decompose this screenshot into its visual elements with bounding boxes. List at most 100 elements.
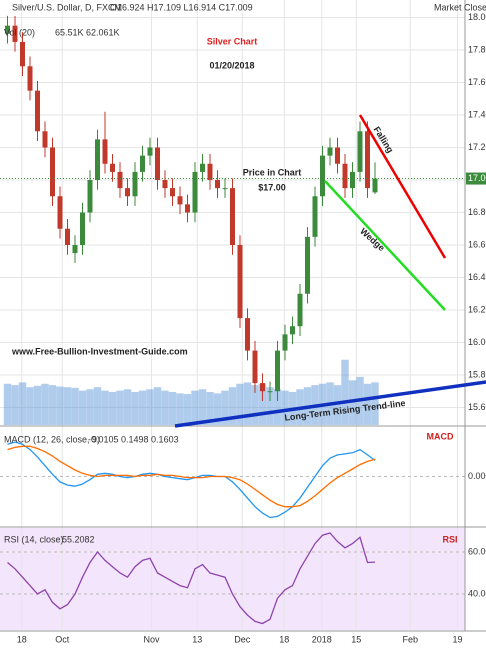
- macd-legend: MACD (12, 26, close, 9): [4, 434, 100, 444]
- candle-body: [192, 171, 198, 213]
- candle-body: [245, 318, 250, 351]
- candle-body: [290, 326, 295, 335]
- volume-bar: [228, 387, 237, 425]
- volume-bar: [281, 390, 289, 425]
- candle-body: [57, 196, 63, 229]
- candle-body: [65, 228, 70, 245]
- volume-bar: [93, 387, 102, 425]
- falling-line: [358, 114, 447, 259]
- volume-bar: [18, 382, 27, 425]
- last-price-label: 17.009: [468, 173, 486, 183]
- y-tick-label: 17.800: [468, 44, 486, 54]
- candle-body: [237, 244, 243, 319]
- candle-body: [110, 163, 115, 172]
- x-tick-label: Dec: [234, 634, 251, 644]
- volume-bar: [3, 383, 12, 425]
- candle-body: [320, 155, 325, 197]
- candle-body: [275, 350, 280, 392]
- volume-bar: [131, 392, 139, 425]
- candle-body: [117, 171, 123, 189]
- volume-bar: [266, 387, 274, 425]
- trend-line: [174, 380, 486, 428]
- volume-bar: [101, 390, 109, 425]
- candle-body: [50, 147, 55, 197]
- volume-bar: [116, 390, 124, 425]
- volume-bar: [363, 383, 372, 425]
- market-status: Market Closed: [434, 2, 486, 12]
- y-tick-label: 17.600: [468, 77, 486, 87]
- volume-bar: [333, 385, 342, 425]
- y-tick-label: 0.0000: [468, 471, 486, 481]
- candle-body: [140, 155, 145, 172]
- candle-body: [185, 204, 190, 213]
- volume-bar: [11, 385, 19, 425]
- y-tick-label: 18.000: [468, 12, 486, 22]
- volume-bar: [213, 393, 222, 425]
- candle-body: [170, 188, 175, 197]
- ohlc-readout: O16.924 H17.109 L16.914 C17.009: [110, 2, 253, 12]
- panel-title: MACD: [427, 431, 454, 441]
- y-tick-label: 16.200: [468, 304, 486, 314]
- candle-body: [147, 147, 153, 156]
- candle-body: [215, 180, 220, 189]
- x-tick-label: 2018: [312, 634, 332, 644]
- y-tick-label: 15.800: [468, 369, 486, 379]
- candle-body: [350, 171, 355, 189]
- volume-bar: [251, 385, 259, 425]
- candle-body: [200, 163, 205, 172]
- volume-bar: [153, 387, 162, 425]
- x-tick-label: 18: [17, 634, 27, 644]
- volume-bar: [221, 390, 229, 425]
- y-tick-label: 16.400: [468, 272, 486, 282]
- indicator-line: [7, 445, 376, 508]
- candle-body: [20, 41, 25, 67]
- candle-body: [27, 66, 33, 91]
- x-tick-label: 13: [192, 634, 202, 644]
- volume-bar: [183, 394, 192, 425]
- annotation: Wedge: [358, 226, 386, 253]
- volume-bar: [198, 389, 207, 425]
- candle-body: [102, 139, 108, 164]
- candle-body: [155, 147, 160, 181]
- annotation: $17.00: [258, 182, 286, 192]
- y-tick-label: 17.200: [468, 142, 486, 152]
- annotation: Price in Chart: [243, 167, 302, 177]
- volume-bar: [236, 383, 244, 425]
- volume-bar: [371, 382, 379, 425]
- y-tick-label: 17.400: [468, 109, 486, 119]
- x-tick-label: Feb: [402, 634, 418, 644]
- volume-bar: [176, 393, 184, 425]
- volume-bar: [273, 389, 282, 425]
- symbol: Silver/U.S. Dollar, D, FXCM: [12, 2, 122, 12]
- candle-body: [365, 131, 370, 189]
- candle-body: [372, 178, 378, 193]
- chart-title: Silver Chart: [207, 36, 258, 46]
- candle-body: [282, 334, 288, 351]
- candle-body: [12, 25, 18, 42]
- candle-body: [312, 196, 318, 237]
- indicator-line: [7, 441, 376, 519]
- candle-body: [177, 196, 183, 205]
- candle-body: [125, 188, 130, 197]
- volume-bar: [56, 386, 64, 425]
- candle-body: [260, 383, 265, 392]
- volume-bar: [168, 392, 177, 425]
- y-tick-label: 60.0000: [468, 546, 486, 556]
- macd-readings: -0.0105 0.1498 0.1603: [88, 434, 179, 444]
- website: www.Free-Bullion-Investment-Guide.com: [11, 346, 188, 356]
- volume-bar: [191, 390, 199, 425]
- volume-bar: [78, 390, 87, 425]
- candle-body: [267, 391, 273, 393]
- volume-values: 65.51K 62.061K: [55, 27, 120, 37]
- volume-bar: [138, 390, 147, 425]
- rsi-readings: 55.2082: [62, 534, 95, 544]
- candle-body: [335, 147, 340, 164]
- candle-body: [222, 188, 228, 190]
- rsi-background: [0, 528, 465, 630]
- volume-bar: [71, 387, 79, 425]
- indicator-line: [7, 532, 376, 625]
- candle-body: [95, 139, 100, 181]
- candle-body: [342, 163, 348, 189]
- volume-bar: [258, 383, 267, 425]
